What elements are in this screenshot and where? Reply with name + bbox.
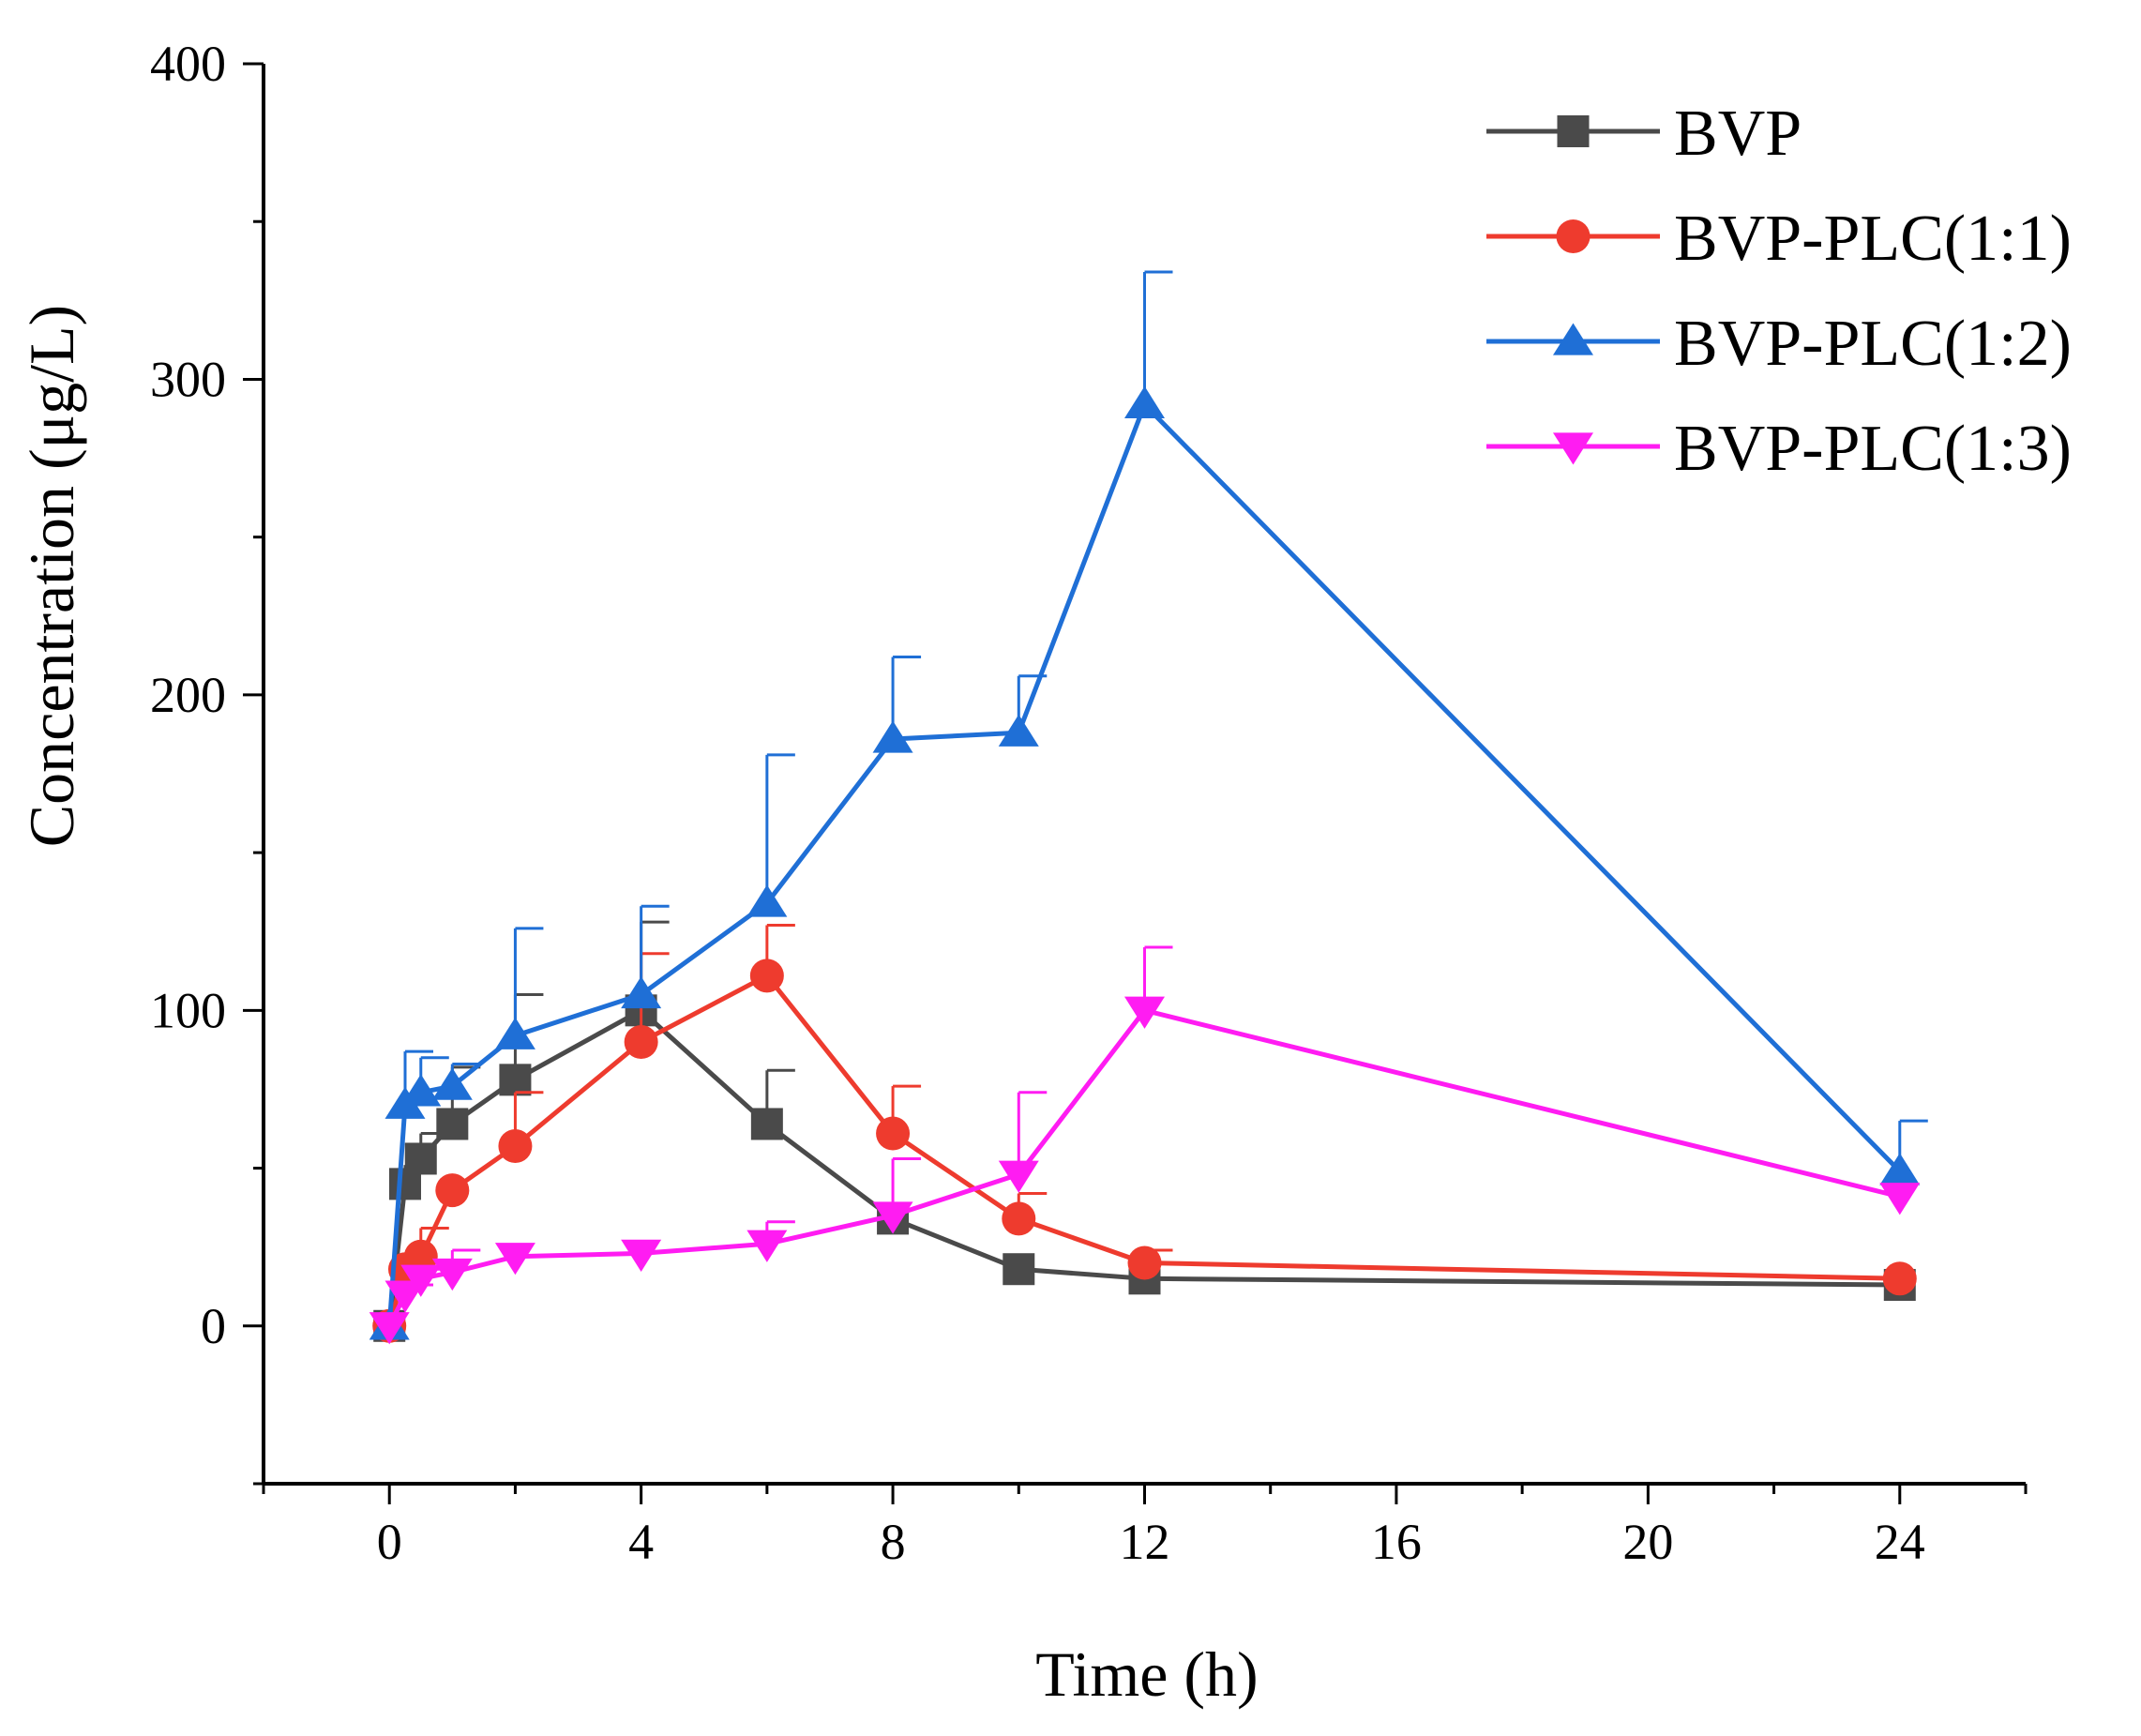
y-tick-label: 200	[150, 667, 226, 723]
data-point	[400, 1074, 442, 1107]
legend-marker	[1552, 432, 1594, 465]
data-point	[998, 714, 1039, 747]
data-point	[872, 1201, 913, 1234]
legend: BVP BVP-PLC(1:1) BVP-PLC(1:2) BVP-PLC(1:3)	[1486, 98, 2072, 485]
data-point	[624, 1024, 658, 1059]
data-point	[1002, 1201, 1036, 1236]
data-point	[746, 884, 788, 917]
series-3	[369, 945, 1921, 1345]
data-point	[1123, 996, 1166, 1029]
legend-marker	[1552, 323, 1594, 355]
x-tick-label: 0	[377, 1514, 402, 1570]
x-tick-label: 8	[881, 1514, 906, 1570]
data-point	[1879, 1183, 1921, 1215]
data-point	[400, 1264, 442, 1297]
legend-item-2: BVP-PLC(1:2)	[1486, 308, 2072, 380]
x-tick-label: 20	[1622, 1514, 1673, 1570]
data-point	[750, 1108, 783, 1140]
legend-label: BVP-PLC(1:3)	[1674, 413, 2072, 485]
y-tick-label: 400	[150, 36, 226, 92]
data-point	[1123, 385, 1166, 419]
data-point	[876, 1116, 911, 1151]
data-point	[498, 1129, 533, 1164]
y-tick-label: 0	[201, 1298, 226, 1354]
legend-label: BVP	[1674, 98, 1802, 170]
data-point	[1882, 1261, 1917, 1296]
data-point	[1003, 1253, 1035, 1286]
x-axis-title: Time (h)	[1035, 1638, 1258, 1710]
data-point	[384, 1280, 426, 1313]
data-point	[404, 1142, 437, 1175]
legend-label: BVP-PLC(1:1)	[1674, 203, 2072, 275]
legend-marker	[1557, 115, 1590, 147]
data-point	[494, 1243, 535, 1276]
x-tick-label: 12	[1120, 1514, 1170, 1570]
data-point	[1127, 1245, 1162, 1280]
series-layer	[369, 270, 1928, 1345]
data-point	[621, 1239, 662, 1272]
data-point	[1879, 1153, 1921, 1185]
x-tick-label: 4	[628, 1514, 654, 1570]
data-point	[749, 959, 784, 993]
x-tick-label: 24	[1875, 1514, 1925, 1570]
data-point	[499, 1064, 532, 1096]
series-2	[369, 270, 1928, 1340]
data-point	[998, 1160, 1039, 1193]
data-point	[621, 975, 662, 1009]
x-tick-label: 16	[1371, 1514, 1422, 1570]
legend-label: BVP-PLC(1:2)	[1674, 308, 2072, 380]
axes: 0 4 8 12 16 20 24 0 100 200 300 400	[150, 36, 2028, 1570]
data-point	[436, 1108, 469, 1140]
data-point	[431, 1067, 473, 1100]
series-1	[372, 923, 1917, 1343]
legend-item-3: BVP-PLC(1:3)	[1486, 413, 2072, 485]
data-point	[494, 1017, 535, 1049]
legend-item-0: BVP	[1486, 98, 1802, 170]
y-axis-title: Concentration (μg/L)	[16, 305, 87, 847]
data-point	[746, 1230, 788, 1262]
legend-marker	[1556, 219, 1591, 253]
data-point	[872, 720, 913, 753]
data-point	[369, 1312, 410, 1345]
legend-item-1: BVP-PLC(1:1)	[1486, 203, 2072, 275]
data-point	[435, 1173, 470, 1208]
y-tick-label: 300	[150, 351, 226, 407]
data-point	[431, 1258, 473, 1291]
y-tick-label: 100	[150, 982, 226, 1038]
series-line	[386, 401, 1902, 1326]
